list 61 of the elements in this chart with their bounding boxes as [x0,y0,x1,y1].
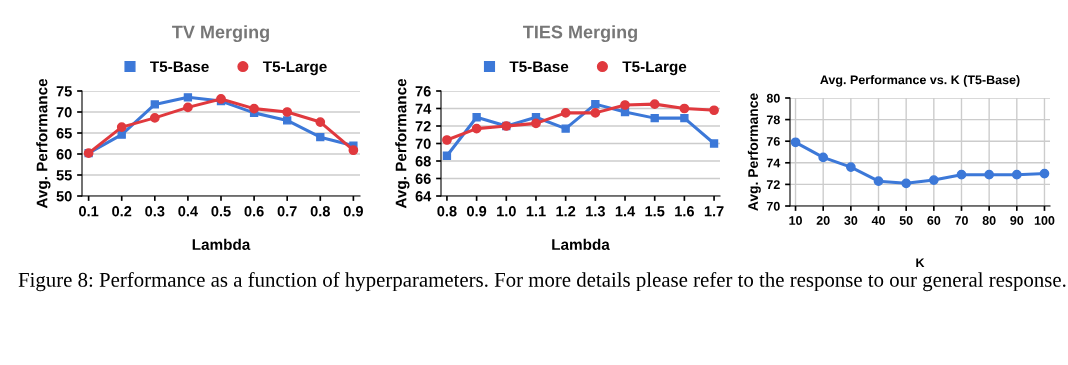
y-tick-label: 50 [56,191,72,202]
y-tick-label: 68 [415,156,431,167]
x-tick-label: 10 [789,216,802,225]
y-tick-label: 70 [56,107,72,118]
chart-title: Avg. Performance vs. K (T5-Base) [820,75,1020,87]
y-tick-label: 60 [56,149,72,160]
y-tick-label: 70 [415,138,431,149]
x-tick-label: 1.7 [704,206,724,217]
y-tick-label: 72 [766,180,780,189]
y-tick-label: 78 [766,115,780,125]
caption: Figure 8: Performance as a function of hyperparameters. For more details please refer to the response to our general response. [18,272,1066,292]
x-tick-label: 0.2 [112,206,132,217]
x-tick-label: 1.3 [586,206,605,217]
x-tick-label: 0.9 [467,206,487,217]
x-tick-label: 100 [1034,216,1055,225]
y-axis-title: Avg. Performance [36,78,51,209]
x-tick-label: 0.6 [244,206,264,217]
legend-label: T5-Base [150,61,209,73]
legend-label: T5-Large [262,61,327,76]
x-tick-label: 0.8 [437,206,457,217]
x-tick-label: 0.8 [310,206,330,217]
y-tick-label: 74 [766,158,781,168]
y-tick-label: 76 [415,86,431,97]
y-tick-label: 65 [56,128,72,139]
x-tick-label: 60 [927,216,941,225]
x-tick-label: 0.3 [145,206,165,217]
y-axis-title: Avg. Performance [747,93,761,211]
x-axis-title: Lambda [192,238,251,250]
x-tick-label: 1.4 [615,206,636,217]
x-tick-label: 1.5 [645,206,665,217]
y-tick-label: 55 [56,170,72,181]
legend-label: T5-Large [622,61,687,76]
x-tick-label: 40 [871,216,885,225]
x-tick-label: 0.9 [343,206,363,217]
y-tick-label: 80 [766,93,780,103]
x-tick-label: 50 [899,216,913,225]
x-tick-label: 0.1 [79,206,99,217]
y-axis-title: Avg. Performance [395,78,410,209]
y-tick-label: 75 [56,86,72,97]
x-tick-label: 20 [816,216,830,225]
x-tick-label: 30 [844,216,858,225]
x-tick-label: 80 [982,216,996,225]
chart-title: TIES Merging [523,25,637,43]
y-tick-label: 64 [415,191,432,202]
x-tick-label: 70 [955,216,968,225]
y-tick-label: 74 [415,103,432,114]
x-tick-label: 1.6 [675,206,694,217]
y-tick-label: 76 [766,137,780,146]
y-tick-label: 72 [415,121,431,132]
x-tick-label: 90 [1010,216,1024,225]
x-axis-title: Lambda [552,238,610,250]
x-tick-label: 1.0 [497,206,516,217]
y-tick-label: 66 [415,173,431,184]
legend-label: T5-Base [509,61,569,73]
x-tick-label: 0.7 [277,206,297,217]
chart-title: TV Merging [172,25,269,43]
x-tick-label: 1.2 [556,206,576,217]
x-axis-title: K [916,258,925,267]
x-tick-label: 0.5 [211,206,231,217]
x-tick-label: 1.1 [526,206,546,217]
x-tick-label: 0.4 [178,206,198,217]
